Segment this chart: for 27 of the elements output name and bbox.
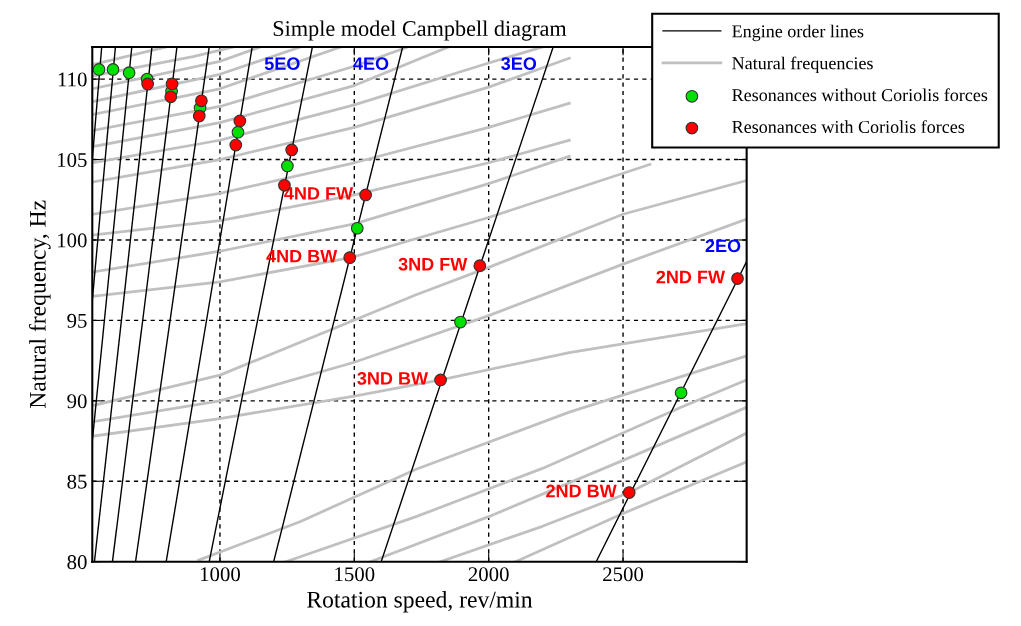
x-tick-label: 2000	[468, 567, 509, 582]
annotation: 3ND BW	[357, 372, 429, 385]
annotation: 5EO	[264, 57, 300, 70]
annotation: 2ND BW	[546, 484, 617, 498]
y-tick-label: 105	[58, 152, 87, 167]
x-tick-label: 1000	[200, 567, 240, 582]
y-tick-label: 85	[67, 474, 87, 489]
annotation: 3EO	[501, 57, 537, 71]
y-tick-label: 95	[67, 313, 87, 328]
annotation: 4ND FW	[284, 187, 354, 200]
chart-title: Simple model Campbell diagram	[273, 20, 567, 41]
legend-label: Natural frequencies	[732, 56, 873, 74]
legend-label: Resonances with Coriolis forces	[732, 120, 965, 134]
x-tick-label: 2500	[603, 567, 644, 582]
y-tick-label: 80	[67, 555, 87, 570]
y-axis-title: Natural frequency, Hz	[28, 200, 51, 409]
annotation: 3ND FW	[398, 257, 468, 271]
annotation: 4EO	[353, 57, 389, 70]
legend-label: Engine order lines	[732, 24, 864, 42]
y-tick-label: 100	[58, 233, 87, 248]
legend-label: Resonances without Coriolis forces	[732, 88, 988, 102]
y-tick-label: 90	[67, 394, 87, 409]
y-tick-label: 110	[58, 72, 87, 87]
annotation: 2ND FW	[656, 270, 725, 284]
annotation: 2EO	[705, 239, 741, 253]
x-tick-label: 1500	[335, 567, 375, 582]
x-axis-title: Rotation speed, rev/min	[307, 591, 533, 613]
